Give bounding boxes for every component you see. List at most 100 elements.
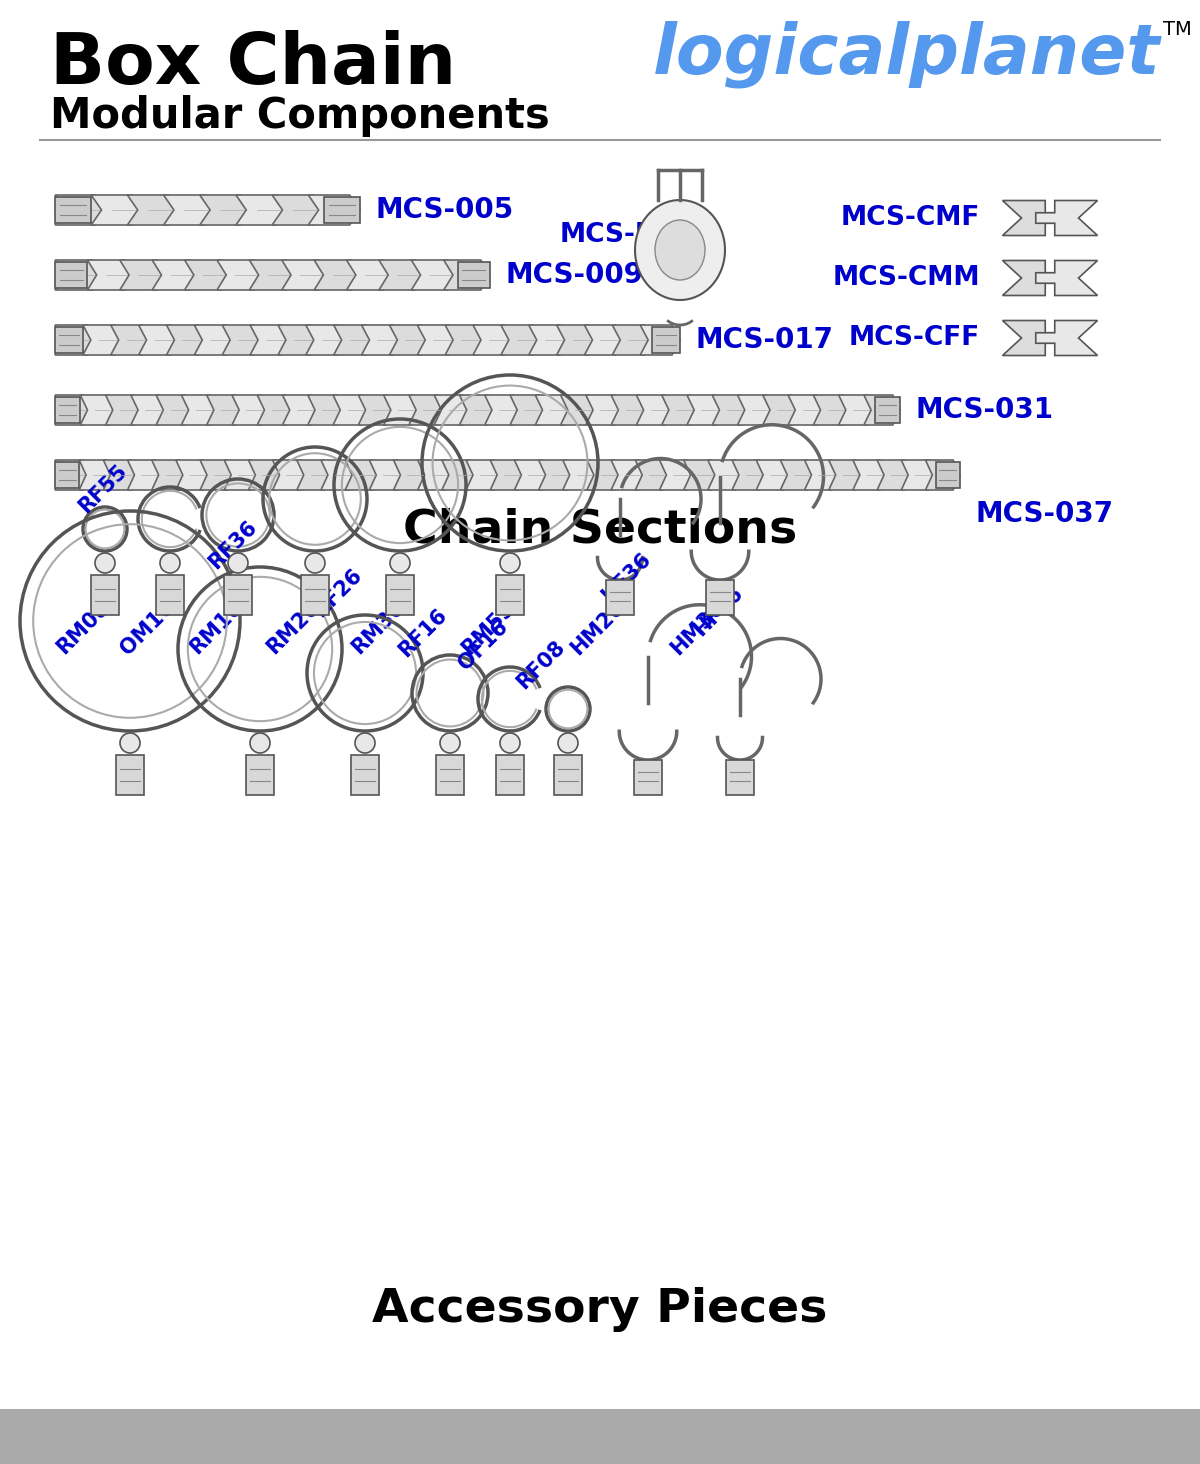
Bar (936, 463, 960, 488)
Polygon shape (384, 395, 420, 425)
Polygon shape (55, 195, 107, 225)
Polygon shape (282, 261, 328, 290)
Text: MCS-CMM: MCS-CMM (833, 265, 980, 291)
Bar (246, 755, 274, 795)
Polygon shape (359, 395, 395, 425)
Polygon shape (839, 395, 875, 425)
Polygon shape (491, 460, 524, 490)
Text: Chain Sections: Chain Sections (403, 508, 797, 552)
Text: MCS-037: MCS-037 (974, 501, 1114, 529)
Polygon shape (176, 460, 210, 490)
Text: TM: TM (1163, 20, 1192, 40)
Bar (55, 463, 79, 488)
Polygon shape (1002, 201, 1064, 236)
Text: HM26: HM26 (568, 597, 629, 659)
Polygon shape (389, 325, 430, 354)
Polygon shape (445, 325, 485, 354)
Polygon shape (713, 395, 749, 425)
Polygon shape (584, 325, 624, 354)
Polygon shape (635, 460, 670, 490)
Polygon shape (661, 395, 697, 425)
Text: RM16: RM16 (186, 597, 246, 659)
Text: Box Chain: Box Chain (50, 29, 456, 100)
Circle shape (160, 553, 180, 572)
Polygon shape (612, 325, 652, 354)
Polygon shape (224, 460, 259, 490)
Bar (224, 575, 252, 615)
Polygon shape (1036, 321, 1098, 356)
Polygon shape (236, 195, 288, 225)
Polygon shape (222, 325, 262, 354)
Text: MCS-017: MCS-017 (695, 326, 833, 354)
Bar (496, 755, 524, 795)
Polygon shape (460, 395, 496, 425)
Text: Accessory Pieces: Accessory Pieces (372, 1287, 828, 1332)
Bar (457, 262, 490, 288)
Text: logicalplanet: logicalplanet (653, 20, 1160, 88)
Polygon shape (361, 325, 401, 354)
Polygon shape (217, 261, 263, 290)
Polygon shape (314, 261, 360, 290)
Polygon shape (250, 325, 290, 354)
Polygon shape (901, 460, 936, 490)
Ellipse shape (635, 201, 725, 300)
Text: RF08: RF08 (512, 637, 569, 692)
Bar (55, 198, 91, 223)
Polygon shape (780, 460, 815, 490)
Circle shape (228, 553, 248, 572)
Polygon shape (660, 460, 694, 490)
Polygon shape (510, 395, 546, 425)
Bar (436, 755, 464, 795)
Polygon shape (248, 460, 283, 490)
Polygon shape (686, 395, 724, 425)
Bar (875, 397, 900, 423)
Bar (91, 575, 119, 615)
Polygon shape (763, 395, 799, 425)
Polygon shape (156, 395, 192, 425)
Bar (496, 575, 524, 615)
Bar (386, 575, 414, 615)
Text: HM36: HM36 (667, 597, 728, 659)
Polygon shape (347, 261, 392, 290)
Text: Modular Components: Modular Components (50, 95, 550, 138)
Bar (352, 755, 379, 795)
Polygon shape (379, 261, 425, 290)
Polygon shape (272, 195, 324, 225)
Polygon shape (55, 325, 95, 354)
Circle shape (440, 733, 460, 752)
Polygon shape (103, 460, 138, 490)
Polygon shape (110, 325, 150, 354)
Text: RF16: RF16 (395, 605, 451, 660)
Text: HF36: HF36 (598, 549, 654, 606)
Polygon shape (877, 460, 912, 490)
Polygon shape (306, 325, 346, 354)
Polygon shape (587, 460, 622, 490)
Bar (554, 755, 582, 795)
Polygon shape (829, 460, 863, 490)
Polygon shape (296, 460, 331, 490)
Polygon shape (79, 460, 114, 490)
Polygon shape (1002, 261, 1064, 296)
Polygon shape (500, 325, 541, 354)
Text: RF55: RF55 (74, 461, 131, 517)
Bar (116, 755, 144, 795)
Polygon shape (394, 460, 428, 490)
Polygon shape (1002, 321, 1064, 356)
Text: RM36: RM36 (348, 597, 408, 659)
Bar (55, 328, 83, 353)
Polygon shape (185, 261, 230, 290)
Polygon shape (1036, 201, 1098, 236)
Polygon shape (194, 325, 234, 354)
Polygon shape (611, 395, 647, 425)
Polygon shape (788, 395, 824, 425)
Polygon shape (106, 395, 142, 425)
Polygon shape (442, 460, 476, 490)
Polygon shape (434, 395, 470, 425)
Circle shape (95, 553, 115, 572)
Bar (726, 760, 754, 795)
Ellipse shape (655, 220, 706, 280)
Bar (706, 580, 734, 615)
Bar (324, 198, 360, 223)
Polygon shape (206, 395, 242, 425)
Polygon shape (334, 325, 373, 354)
